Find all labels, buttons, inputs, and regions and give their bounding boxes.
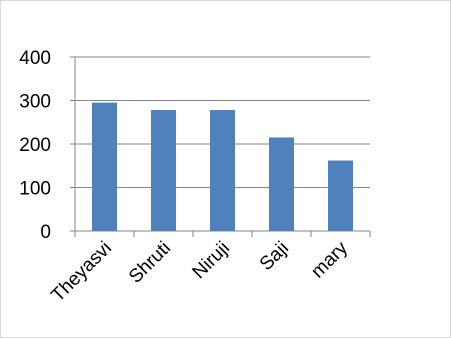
x-category-label-saji: Saji (256, 238, 293, 275)
bar-theyasvi (92, 102, 117, 231)
x-category-label-shruti: Shruti (125, 238, 175, 288)
bar-saji (269, 137, 294, 231)
bar-niruji (210, 110, 235, 231)
x-category-label-mary: mary (307, 237, 352, 282)
y-tick-label-100: 100 (19, 179, 51, 200)
bar-mary (328, 160, 353, 231)
y-tick-label-300: 300 (19, 92, 51, 113)
bar-shruti (151, 110, 176, 231)
y-tick-label-0: 0 (40, 222, 51, 243)
y-tick-label-400: 400 (19, 48, 51, 69)
y-tick-label-200: 200 (19, 135, 51, 156)
x-category-label-theyasvi: Theyasvi (47, 238, 116, 307)
x-category-label-niruji: Niruji (189, 238, 234, 283)
